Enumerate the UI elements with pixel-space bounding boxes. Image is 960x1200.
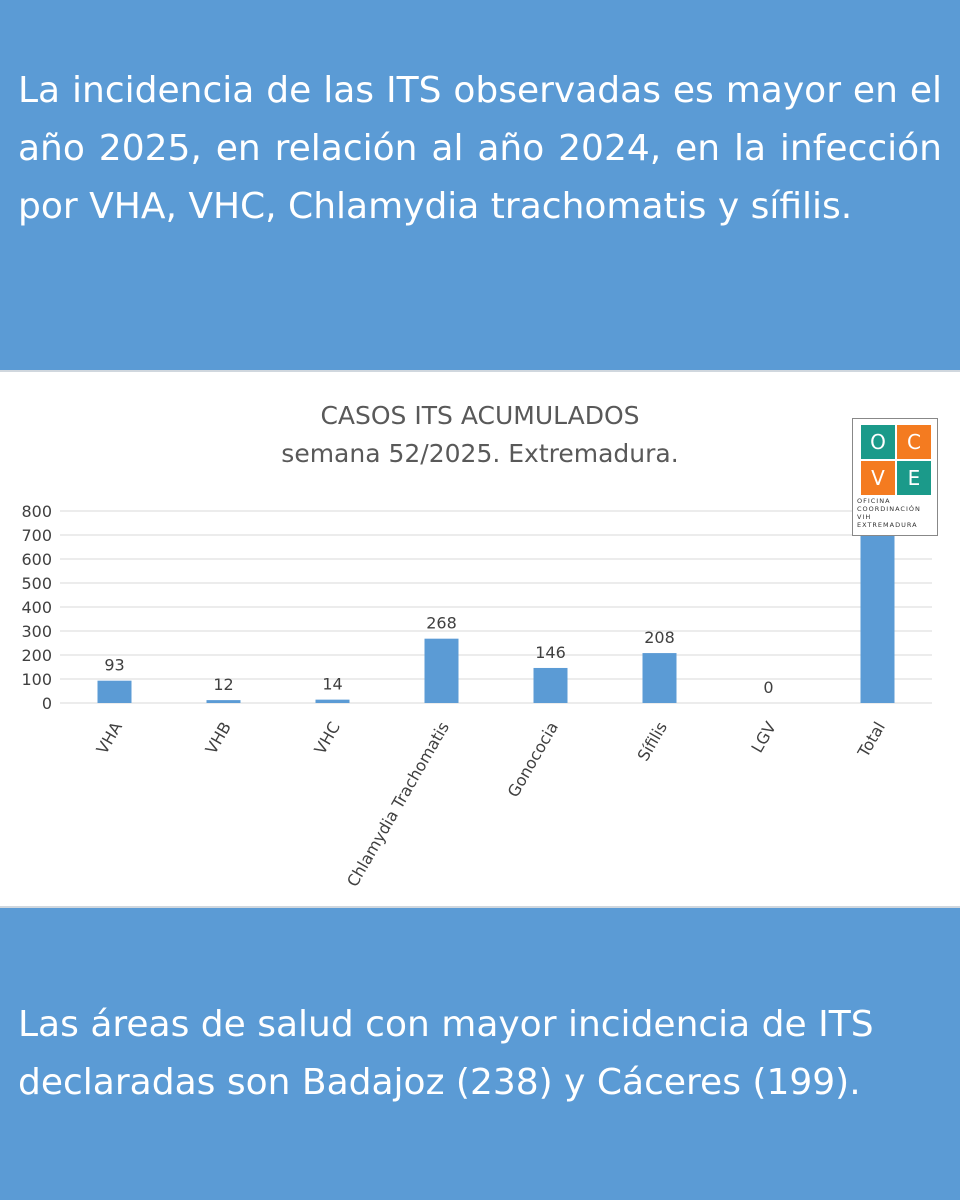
- y-tick-label: 500: [21, 574, 52, 593]
- bar: [860, 525, 895, 703]
- x-category-label: Chlamydia Trachomatis: [343, 719, 453, 891]
- chart-panel: CASOS ITS ACUMULADOS semana 52/2025. Ext…: [0, 370, 960, 908]
- x-category-label: VHC: [310, 719, 344, 758]
- logo-letter-o: O: [861, 425, 895, 459]
- gridlines: [60, 510, 932, 704]
- x-category-label: Gonococia: [504, 719, 562, 801]
- logo-line: OFICINA: [857, 497, 891, 505]
- logo-line: VIH: [857, 513, 872, 521]
- chart-title: CASOS ITS ACUMULADOS: [320, 401, 639, 430]
- bars: [97, 525, 895, 703]
- x-category-label: Sífilis: [634, 719, 671, 765]
- data-label: 0: [763, 678, 773, 697]
- x-category-label: LGV: [747, 718, 780, 755]
- y-tick-label: 100: [21, 670, 52, 689]
- y-tick-label: 300: [21, 622, 52, 641]
- bar: [97, 680, 132, 703]
- x-category-label: VHB: [202, 719, 235, 758]
- data-labels: 9312142681462080741: [104, 500, 892, 697]
- bar: [315, 699, 350, 703]
- y-tick-label: 200: [21, 646, 52, 665]
- x-category-label: VHA: [93, 718, 126, 757]
- intro-text: La incidencia de las ITS observadas es m…: [18, 70, 942, 227]
- y-tick-label: 600: [21, 550, 52, 569]
- y-tick-label: 800: [21, 502, 52, 521]
- bar: [206, 700, 241, 703]
- data-label: 12: [213, 675, 233, 694]
- bar: [424, 638, 459, 703]
- logo-letter-e: E: [897, 461, 931, 495]
- x-category-label: Total: [853, 719, 889, 762]
- data-label: 14: [322, 675, 342, 694]
- y-tick-label: 700: [21, 526, 52, 545]
- logo-line: EXTREMADURA: [857, 521, 918, 529]
- bar-chart: CASOS ITS ACUMULADOS semana 52/2025. Ext…: [21, 401, 932, 890]
- logo-letter-c: C: [897, 425, 931, 459]
- chart-subtitle: semana 52/2025. Extremadura.: [281, 439, 678, 468]
- data-label: 146: [535, 643, 566, 662]
- y-axis-ticks: 0 100 200 300 400 500 600 700 800: [21, 502, 52, 713]
- y-tick-label: 0: [42, 694, 52, 713]
- ocve-logo: O C V E OFICINA COORDINACIÓN VIH EXTREMA…: [852, 418, 938, 536]
- data-label: 208: [644, 628, 675, 647]
- y-tick-label: 400: [21, 598, 52, 617]
- bar: [533, 667, 568, 703]
- logo-letter-grid: O C V E: [861, 425, 931, 495]
- closing-text: Las áreas de salud con mayor incidencia …: [18, 1004, 874, 1103]
- logo-letter-v: V: [861, 461, 895, 495]
- data-label: 93: [104, 656, 124, 675]
- logo-line: COORDINACIÓN: [857, 505, 921, 513]
- logo-caption: OFICINA COORDINACIÓN VIH EXTREMADURA: [857, 497, 935, 529]
- bar: [642, 653, 677, 703]
- data-label: 268: [426, 614, 457, 633]
